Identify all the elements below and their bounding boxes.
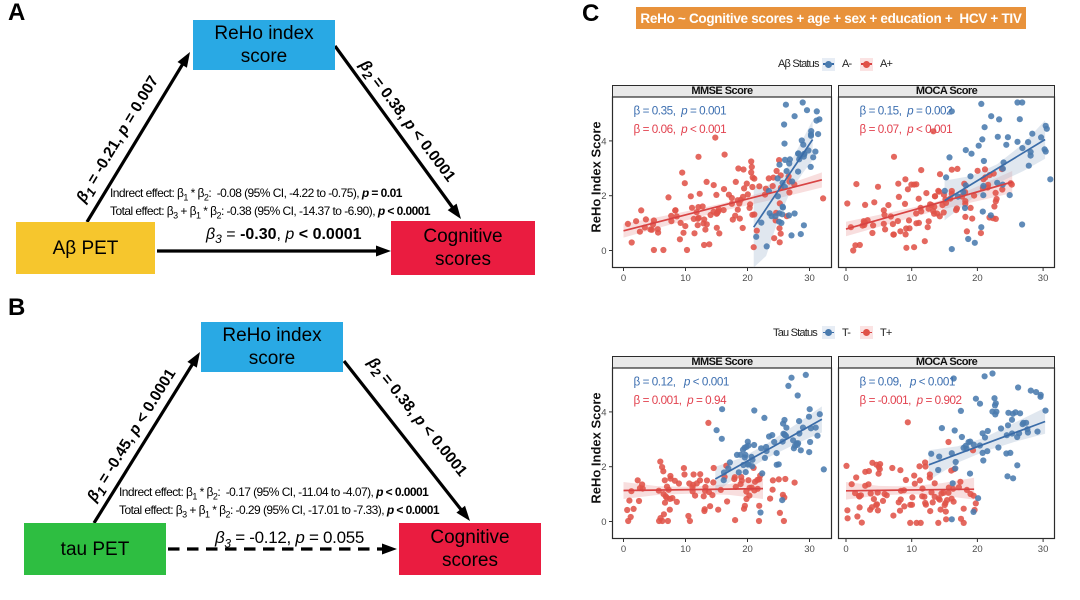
svg-text:β = 0.09, p < 0.001: β = 0.09, p < 0.001: [860, 376, 955, 389]
svg-text:2: 2: [601, 191, 606, 202]
svg-text:0: 0: [601, 517, 606, 528]
svg-text:2: 2: [601, 462, 606, 473]
svg-text:0: 0: [621, 273, 626, 284]
svg-text:MMSE Score: MMSE Score: [691, 356, 753, 368]
svg-text:30: 30: [1038, 273, 1049, 284]
svg-text:β = 0.15, p = 0.002: β = 0.15, p = 0.002: [860, 105, 953, 118]
svg-text:0: 0: [843, 544, 848, 555]
svg-text:ReHo Index Score: ReHo Index Score: [590, 392, 604, 503]
svg-text:10: 10: [906, 273, 917, 284]
svg-text:10: 10: [906, 544, 917, 555]
svg-text:MMSE Score: MMSE Score: [691, 85, 753, 97]
svg-text:ReHo Index Score: ReHo Index Score: [590, 121, 604, 232]
svg-text:β = 0.001, p = 0.94: β = 0.001, p = 0.94: [634, 394, 728, 407]
svg-text:20: 20: [742, 273, 753, 284]
svg-text:20: 20: [972, 544, 983, 555]
svg-text:β = 0.35, p = 0.001: β = 0.35, p = 0.001: [634, 105, 727, 118]
svg-text:30: 30: [804, 544, 815, 555]
svg-text:β = 0.12, p < 0.001: β = 0.12, p < 0.001: [634, 376, 729, 389]
svg-text:30: 30: [804, 273, 815, 284]
svg-text:0: 0: [621, 544, 626, 555]
svg-text:β = 0.07, p < 0.001: β = 0.07, p < 0.001: [860, 123, 953, 136]
svg-text:4: 4: [601, 136, 606, 147]
svg-text:20: 20: [742, 544, 753, 555]
svg-text:30: 30: [1038, 544, 1049, 555]
svg-text:MOCA Score: MOCA Score: [916, 356, 978, 368]
svg-text:0: 0: [601, 246, 606, 257]
svg-text:β = 0.06, p < 0.001: β = 0.06, p < 0.001: [634, 123, 727, 136]
svg-text:10: 10: [680, 273, 691, 284]
svg-text:β = -0.001, p = 0.902: β = -0.001, p = 0.902: [860, 394, 962, 407]
svg-text:20: 20: [972, 273, 983, 284]
svg-text:MOCA Score: MOCA Score: [916, 85, 978, 97]
svg-text:0: 0: [843, 273, 848, 284]
svg-text:10: 10: [680, 544, 691, 555]
svg-text:4: 4: [601, 407, 606, 418]
